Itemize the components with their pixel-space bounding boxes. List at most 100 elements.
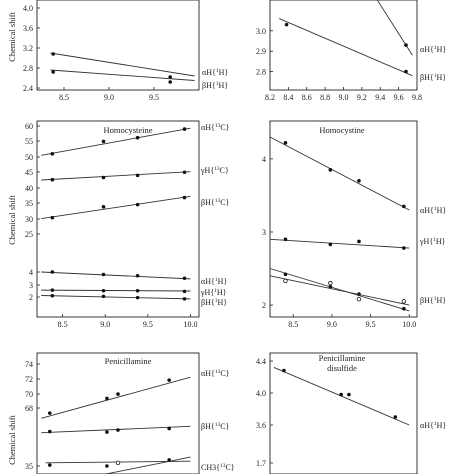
series-label: βH{13C} bbox=[201, 422, 230, 431]
data-point bbox=[402, 246, 406, 250]
y-tick-label: 3 bbox=[29, 281, 33, 290]
plot-frame bbox=[36, 352, 200, 474]
y-tick-label: 45 bbox=[25, 168, 33, 177]
y-tick-label: 40 bbox=[25, 184, 33, 193]
y-tick-label: 3.2 bbox=[23, 44, 33, 53]
data-point bbox=[101, 294, 106, 299]
data-point bbox=[50, 215, 55, 220]
x-tick-label: 9.5 bbox=[149, 93, 159, 102]
fit-line bbox=[269, 268, 410, 312]
y-tick-label: 74 bbox=[25, 360, 33, 369]
fit-line bbox=[279, 18, 413, 77]
y-tick-label: 1.7 bbox=[256, 459, 266, 468]
y-tick-label: 70 bbox=[25, 390, 33, 399]
y-tick-label: 25 bbox=[25, 230, 33, 239]
x-tick-label: 8.6 bbox=[302, 93, 312, 102]
x-tick-label: 9.2 bbox=[357, 93, 367, 102]
plot-frame bbox=[269, 0, 418, 91]
series-label: βH{1H} bbox=[420, 296, 446, 305]
data-point bbox=[50, 288, 55, 292]
data-point bbox=[105, 464, 109, 468]
data-point bbox=[135, 135, 140, 140]
series-label: αH{1H} bbox=[420, 45, 446, 54]
data-point bbox=[135, 288, 140, 293]
data-point bbox=[328, 284, 333, 289]
x-tick-label: 9.0 bbox=[104, 93, 114, 102]
series-label: βH{1H} bbox=[420, 73, 446, 82]
x-tick-label: 10.0 bbox=[402, 320, 416, 329]
panel-top-right: 8.2 8.4 8.6 8.8 9.0 9.2 9.4 9.6 9.8 2.8 2.9 3.0 αH{1… bbox=[256, 0, 446, 102]
data-point bbox=[356, 296, 362, 302]
data-point bbox=[283, 278, 288, 284]
data-point bbox=[50, 270, 55, 274]
data-point bbox=[168, 75, 172, 79]
data-point bbox=[50, 293, 55, 298]
data-point bbox=[284, 22, 289, 27]
x-tick-label: 9.0 bbox=[339, 93, 349, 102]
data-point bbox=[167, 426, 171, 431]
fit-line bbox=[103, 456, 191, 474]
fit-line bbox=[41, 376, 191, 419]
data-point bbox=[50, 177, 55, 182]
x-tick-label: 9.5 bbox=[366, 320, 376, 329]
y-tick-label: 35 bbox=[25, 462, 33, 471]
x-tick-label: 9.8 bbox=[412, 93, 422, 102]
y-axis-label: Chemical shift bbox=[7, 414, 17, 464]
plot-frame bbox=[36, 120, 200, 318]
fit-line bbox=[41, 425, 191, 434]
data-point bbox=[47, 411, 52, 415]
data-point bbox=[401, 299, 407, 304]
data-point bbox=[339, 392, 343, 397]
panel-title-line-2: disulfide bbox=[327, 363, 357, 373]
data-point bbox=[135, 173, 140, 178]
data-point bbox=[101, 139, 106, 144]
y-tick-label: 4 bbox=[29, 268, 33, 277]
data-point bbox=[182, 289, 187, 294]
fit-line bbox=[376, 0, 413, 56]
y-axis-label: Chemical shift bbox=[7, 11, 17, 61]
data-point bbox=[328, 242, 333, 247]
data-point bbox=[101, 175, 106, 180]
data-point bbox=[393, 415, 398, 419]
y-tick-label: 30 bbox=[25, 215, 33, 224]
data-point bbox=[51, 52, 55, 56]
series-label: γH{13C} bbox=[200, 166, 229, 175]
y-tick-label: 2.9 bbox=[256, 47, 266, 56]
series-label: CH3{13C} bbox=[201, 463, 235, 472]
panel-penicillamine: Penicillamine Chemical shift 74727068353… bbox=[7, 352, 235, 474]
y-tick-label: 72 bbox=[25, 375, 33, 384]
x-tick-label: 8.4 bbox=[283, 93, 293, 102]
data-point bbox=[167, 378, 171, 382]
series-label: αH{1H} bbox=[202, 68, 228, 77]
y-tick-label: 2.4 bbox=[23, 84, 33, 93]
panel-title-line-1: Penicillamine bbox=[319, 353, 366, 363]
series-label: αH{13C} bbox=[201, 369, 230, 378]
y-tick-label: 2 bbox=[262, 301, 266, 310]
series-label: αH{1H} bbox=[201, 277, 227, 286]
data-point bbox=[182, 276, 187, 281]
series-label: αH{13C} bbox=[201, 123, 230, 132]
fit-line bbox=[41, 271, 191, 280]
series-label: βH{13C} bbox=[201, 198, 230, 207]
data-point bbox=[182, 195, 187, 200]
data-point bbox=[182, 170, 187, 175]
data-point bbox=[105, 396, 109, 401]
series-label: γH{1H} bbox=[419, 237, 446, 246]
panel-homocysteine: Homocysteine Chemical shift 8.5 9.0 9.5 10.… bbox=[7, 120, 230, 329]
plot-frame bbox=[36, 0, 200, 91]
y-tick-label: 3 bbox=[262, 228, 266, 237]
panel-title: Homocystine bbox=[319, 125, 365, 135]
y-axis-label: Chemical shift bbox=[7, 194, 17, 244]
data-point bbox=[167, 458, 171, 462]
x-tick-label: 8.8 bbox=[320, 93, 330, 102]
x-tick-label: 8.5 bbox=[59, 93, 69, 102]
fit-line bbox=[41, 127, 191, 156]
series-label: βH{1H} bbox=[202, 81, 228, 90]
data-point bbox=[115, 460, 121, 465]
fit-line bbox=[269, 238, 410, 249]
x-tick-label: 9.0 bbox=[327, 320, 337, 329]
data-point bbox=[47, 463, 52, 467]
fit-line bbox=[50, 52, 195, 77]
fit-line bbox=[269, 136, 410, 211]
data-point bbox=[402, 306, 406, 311]
